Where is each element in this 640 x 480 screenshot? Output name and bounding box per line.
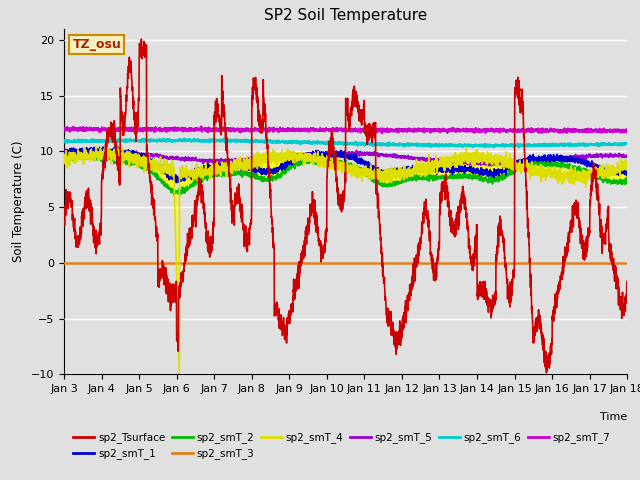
Title: SP2 Soil Temperature: SP2 Soil Temperature <box>264 9 428 24</box>
Y-axis label: Soil Temperature (C): Soil Temperature (C) <box>12 141 26 263</box>
Text: TZ_osu: TZ_osu <box>72 38 121 51</box>
Text: Time: Time <box>600 412 627 422</box>
Legend: sp2_Tsurface, sp2_smT_1, sp2_smT_2, sp2_smT_3, sp2_smT_4, sp2_smT_5, sp2_smT_6, : sp2_Tsurface, sp2_smT_1, sp2_smT_2, sp2_… <box>69 428 615 463</box>
